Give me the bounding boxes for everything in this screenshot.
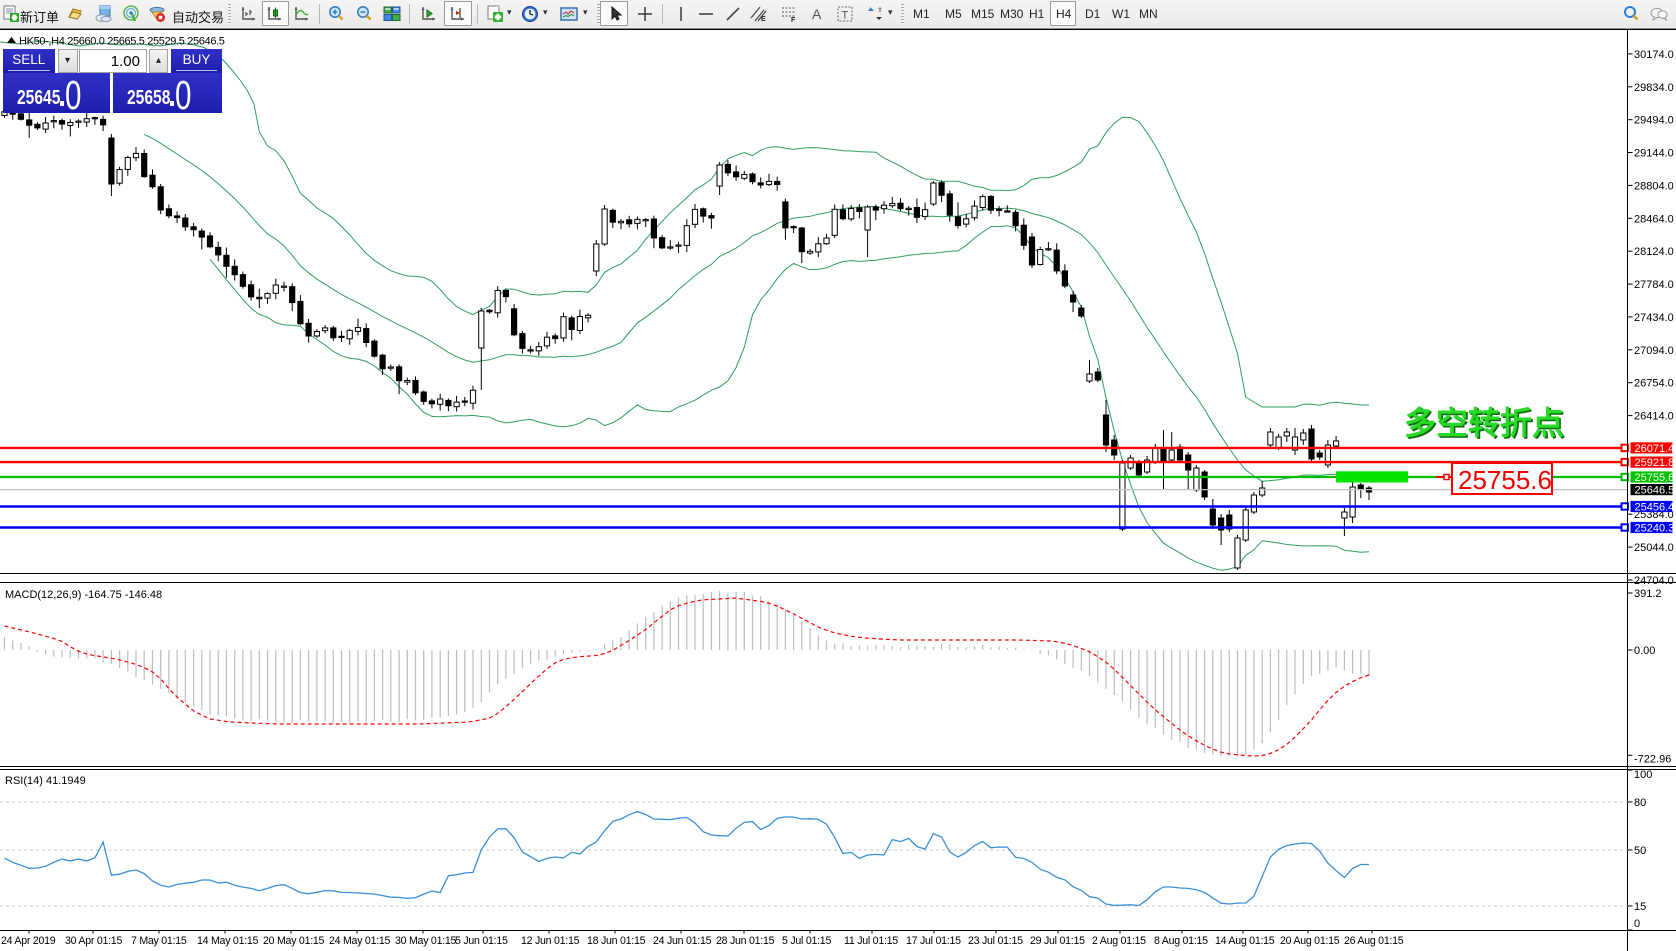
svg-text:0.00: 0.00 — [1634, 645, 1655, 657]
svg-text:100: 100 — [1634, 769, 1652, 781]
svg-text:-722.96: -722.96 — [1634, 753, 1671, 765]
svg-text:25646.5: 25646.5 — [1635, 485, 1675, 497]
svg-text:24704.0: 24704.0 — [1634, 575, 1674, 587]
svg-text:28804.0: 28804.0 — [1634, 180, 1674, 192]
svg-text:28 Jun 01:15: 28 Jun 01:15 — [716, 935, 775, 947]
svg-text:30174.0: 30174.0 — [1634, 49, 1674, 61]
svg-text:MACD(12,26,9) -164.75 -146.48: MACD(12,26,9) -164.75 -146.48 — [5, 589, 162, 601]
svg-text:30 Apr 01:15: 30 Apr 01:15 — [65, 935, 122, 947]
svg-text:15: 15 — [1634, 901, 1646, 913]
svg-text:23 Jul 01:15: 23 Jul 01:15 — [968, 935, 1023, 947]
svg-text:20 May 01:15: 20 May 01:15 — [263, 935, 325, 947]
svg-text:18 Jun 01:15: 18 Jun 01:15 — [587, 935, 646, 947]
svg-text:T: T — [842, 10, 849, 22]
svg-text:25755.6: 25755.6 — [1458, 465, 1552, 495]
svg-text:30 May 01:15: 30 May 01:15 — [395, 935, 457, 947]
svg-text:多空转折点: 多空转折点 — [1404, 405, 1564, 441]
svg-text:8 Aug 01:15: 8 Aug 01:15 — [1154, 935, 1208, 947]
svg-text:0: 0 — [1634, 918, 1640, 930]
svg-text:14 May 01:15: 14 May 01:15 — [197, 935, 259, 947]
svg-text:25921.8: 25921.8 — [1635, 457, 1675, 469]
svg-text:28464.0: 28464.0 — [1634, 213, 1674, 225]
svg-text:26754.0: 26754.0 — [1634, 378, 1674, 390]
svg-text:A: A — [812, 6, 822, 22]
svg-text:26 Aug 01:15: 26 Aug 01:15 — [1344, 935, 1404, 947]
svg-text:27094.0: 27094.0 — [1634, 345, 1674, 357]
svg-text:27784.0: 27784.0 — [1634, 279, 1674, 291]
svg-text:25044.0: 25044.0 — [1634, 542, 1674, 554]
svg-text:29 Jul 01:15: 29 Jul 01:15 — [1030, 935, 1085, 947]
svg-text:25755.6: 25755.6 — [1635, 472, 1675, 484]
svg-text:25240.3: 25240.3 — [1635, 523, 1675, 535]
svg-text:14 Aug 01:15: 14 Aug 01:15 — [1215, 935, 1275, 947]
svg-text:11 Jul 01:15: 11 Jul 01:15 — [844, 935, 898, 947]
svg-text:5 Jun 01:15: 5 Jun 01:15 — [455, 935, 508, 947]
svg-text:HK50-,H4 25660.0 25665.5 2552: HK50-,H4 25660.0 25665.5 25529.5 25646.5 — [19, 36, 225, 48]
svg-text:29494.0: 29494.0 — [1634, 115, 1674, 127]
svg-text:5 Jul 01:15: 5 Jul 01:15 — [782, 935, 831, 947]
svg-text:50: 50 — [1634, 845, 1646, 857]
svg-text:24 Jun 01:15: 24 Jun 01:15 — [653, 935, 712, 947]
svg-text:17 Jul 01:15: 17 Jul 01:15 — [906, 935, 961, 947]
svg-text:24 Apr 2019: 24 Apr 2019 — [1, 935, 56, 947]
svg-text:E: E — [761, 16, 766, 23]
svg-text:28124.0: 28124.0 — [1634, 246, 1674, 258]
svg-text:391.2: 391.2 — [1634, 588, 1662, 600]
svg-text:RSI(14) 41.1949: RSI(14) 41.1949 — [5, 775, 86, 787]
svg-text:7 May 01:15: 7 May 01:15 — [131, 935, 187, 947]
svg-text:12 Jun 01:15: 12 Jun 01:15 — [521, 935, 580, 947]
svg-text:24 May 01:15: 24 May 01:15 — [329, 935, 391, 947]
svg-text:2 Aug 01:15: 2 Aug 01:15 — [1092, 935, 1146, 947]
svg-text:25384.0: 25384.0 — [1634, 509, 1674, 521]
svg-text:25456.4: 25456.4 — [1635, 502, 1675, 514]
svg-text:26414.0: 26414.0 — [1634, 411, 1674, 423]
svg-text:80: 80 — [1634, 797, 1646, 809]
svg-text:20 Aug 01:15: 20 Aug 01:15 — [1280, 935, 1340, 947]
svg-text:29834.0: 29834.0 — [1634, 82, 1674, 94]
svg-text:27434.0: 27434.0 — [1634, 312, 1674, 324]
svg-text:26071.4: 26071.4 — [1635, 443, 1675, 455]
svg-text:29144.0: 29144.0 — [1634, 148, 1674, 160]
svg-text:F: F — [791, 17, 796, 23]
